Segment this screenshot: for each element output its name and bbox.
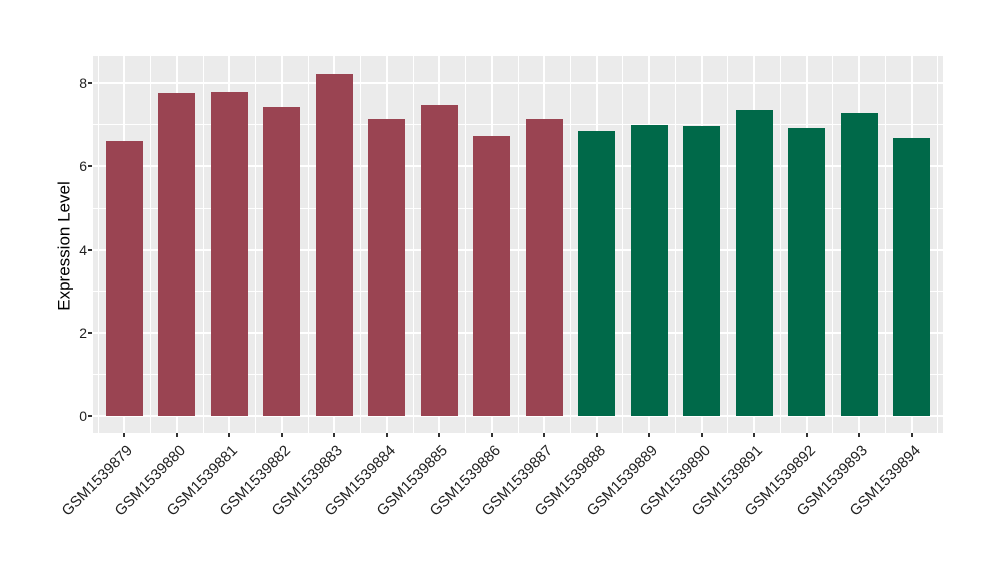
gridline-minor-v [307, 56, 309, 433]
gridline-minor-v [97, 56, 99, 433]
gridline-minor-v [937, 56, 939, 433]
y-axis-tick [88, 331, 92, 334]
y-axis-tick [88, 82, 92, 85]
x-axis-tick [700, 433, 703, 437]
gridline-minor-v [150, 56, 152, 433]
gridline-minor-v [779, 56, 781, 433]
gridline-minor-v [465, 56, 467, 433]
bar-GSM1539881 [210, 91, 248, 416]
bar-GSM1539879 [105, 141, 143, 416]
gridline-minor-v [569, 56, 571, 433]
x-axis-tick [648, 433, 651, 437]
x-axis-tick [280, 433, 283, 437]
gridline-minor-v [622, 56, 624, 433]
y-tick-label: 6 [79, 158, 87, 175]
bar-GSM1539891 [735, 109, 773, 416]
x-axis-tick [333, 433, 336, 437]
gridline-minor-v [202, 56, 204, 433]
gridline-minor-v [674, 56, 676, 433]
x-axis-tick [543, 433, 546, 437]
bar-GSM1539890 [683, 126, 721, 416]
bar-GSM1539892 [788, 128, 826, 416]
gridline-major-h [93, 82, 943, 85]
x-axis-tick [858, 433, 861, 437]
bar-GSM1539882 [263, 106, 301, 416]
gridline-major-h [93, 165, 943, 168]
x-axis-tick [805, 433, 808, 437]
x-axis-tick [753, 433, 756, 437]
x-axis-tick [385, 433, 388, 437]
x-axis-tick [228, 433, 231, 437]
bar-GSM1539885 [420, 104, 458, 416]
gridline-minor-v [727, 56, 729, 433]
gridline-major-h [93, 415, 943, 417]
y-tick-label: 4 [79, 241, 87, 258]
plot-panel [93, 56, 943, 433]
y-tick-label: 0 [79, 408, 87, 424]
gridline-minor-v [360, 56, 362, 433]
x-axis-tick [910, 433, 913, 437]
x-axis-tick [490, 433, 493, 437]
gridline-major-h [93, 331, 943, 334]
gridline-minor-v [412, 56, 414, 433]
gridline-minor-v [517, 56, 519, 433]
bar-GSM1539883 [315, 74, 353, 416]
bar-GSM1539887 [525, 118, 563, 416]
gridline-minor-v [832, 56, 834, 433]
bar-GSM1539886 [473, 136, 511, 416]
x-axis-tick [123, 433, 126, 437]
bar-GSM1539884 [368, 118, 406, 416]
bar-GSM1539880 [158, 92, 196, 416]
x-axis-tick [438, 433, 441, 437]
y-tick-label: 8 [79, 75, 87, 92]
x-axis-tick [175, 433, 178, 437]
gridline-major-h [93, 248, 943, 251]
bar-GSM1539888 [578, 131, 616, 416]
x-axis-tick [595, 433, 598, 437]
y-axis-tick [88, 165, 92, 168]
y-tick-label: 2 [79, 324, 87, 341]
bar-GSM1539893 [840, 112, 878, 416]
y-axis-tick [88, 415, 92, 417]
gridline-minor-v [884, 56, 886, 433]
y-axis-tick [88, 248, 92, 251]
gridline-minor-v [255, 56, 257, 433]
bar-GSM1539889 [630, 125, 668, 416]
bar-GSM1539894 [893, 138, 931, 416]
